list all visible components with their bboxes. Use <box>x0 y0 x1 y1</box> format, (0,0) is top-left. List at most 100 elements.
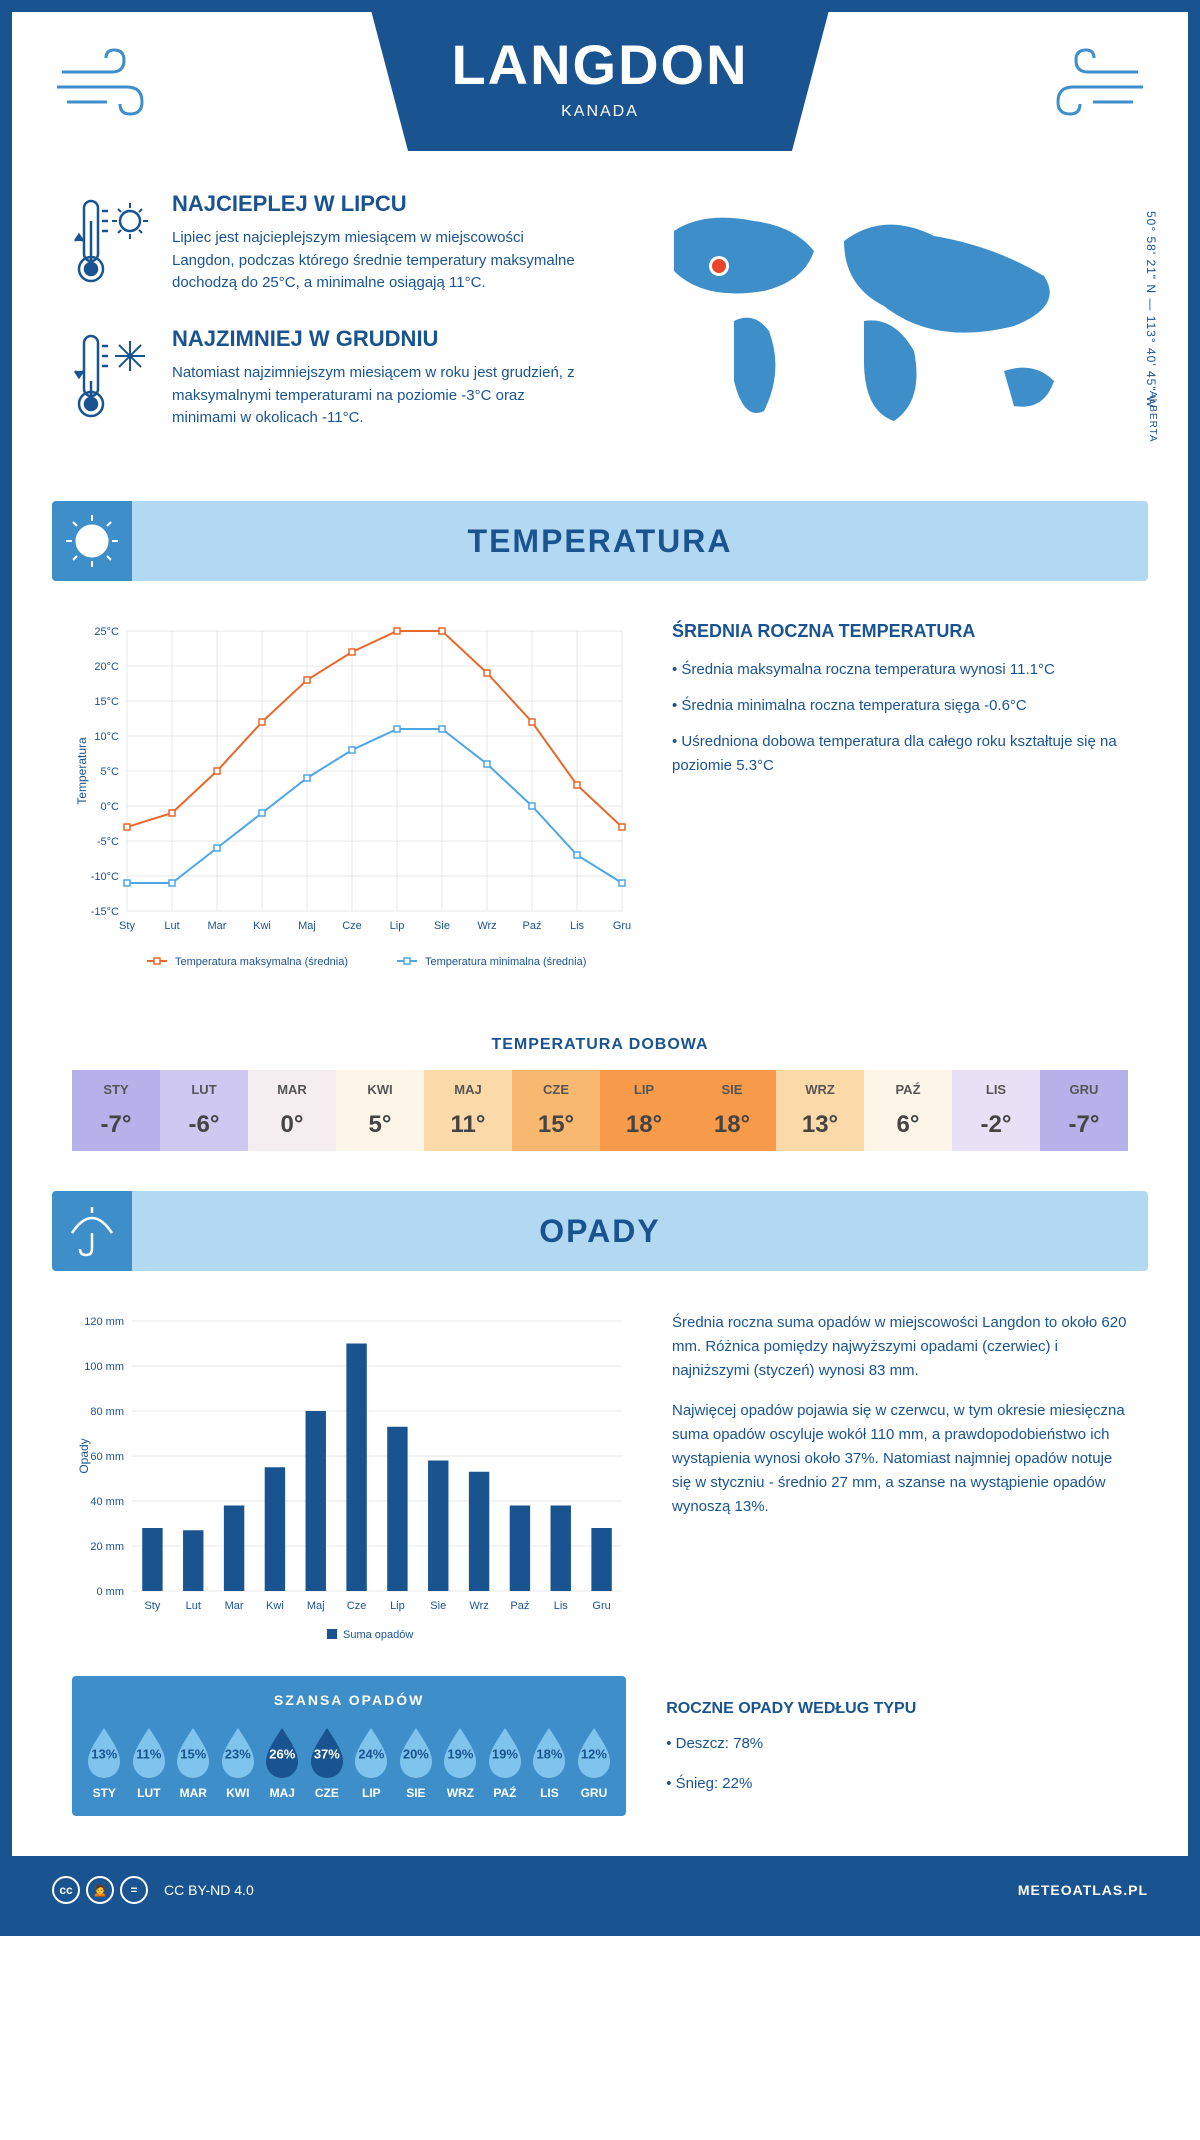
warmest-fact: NAJCIEPLEJ W LIPCU Lipiec jest najcieple… <box>72 191 580 296</box>
coldest-fact: NAJZIMNIEJ W GRUDNIU Natomiast najzimnie… <box>72 326 580 431</box>
daily-cell: LIS-2° <box>952 1070 1040 1151</box>
svg-text:Wrz: Wrz <box>469 1600 488 1612</box>
svg-text:Temperatura: Temperatura <box>75 737 89 805</box>
temperature-line-chart: -15°C-10°C-5°C0°C5°C10°C15°C20°C25°CStyL… <box>72 621 632 986</box>
thermometer-snow-icon <box>72 326 152 431</box>
svg-text:0°C: 0°C <box>101 801 120 813</box>
daily-cell: MAR0° <box>248 1070 336 1151</box>
by-icon: 🙍 <box>86 1876 114 1904</box>
svg-text:Gru: Gru <box>613 920 631 932</box>
svg-text:Sie: Sie <box>430 1600 446 1612</box>
svg-text:Lut: Lut <box>186 1600 201 1612</box>
svg-text:80 mm: 80 mm <box>90 1406 124 1418</box>
svg-text:Temperatura minimalna (średnia: Temperatura minimalna (średnia) <box>425 956 586 968</box>
daily-cell: SIE18° <box>688 1070 776 1151</box>
warmest-text: Lipiec jest najcieplejszym miesiącem w m… <box>172 227 580 295</box>
svg-text:Paź: Paź <box>510 1600 529 1612</box>
precipitation-section-header: OPADY <box>52 1191 1148 1271</box>
precipitation-content: 0 mm20 mm40 mm60 mm80 mm100 mm120 mmOpad… <box>12 1271 1188 1676</box>
avg-temp-bullet-0: • Średnia maksymalna roczna temperatura … <box>672 658 1128 682</box>
svg-text:Sty: Sty <box>144 1600 160 1612</box>
rain-chance-drop: 18%LIS <box>527 1724 572 1800</box>
daily-cell: MAJ11° <box>424 1070 512 1151</box>
svg-text:Mar: Mar <box>225 1600 244 1612</box>
license-text: CC BY-ND 4.0 <box>164 1882 254 1898</box>
world-map <box>620 191 1128 451</box>
svg-text:100 mm: 100 mm <box>84 1361 124 1373</box>
daily-cell: WRZ13° <box>776 1070 864 1151</box>
city-title: LANGDON <box>451 32 748 97</box>
svg-text:Sie: Sie <box>434 920 450 932</box>
footer: cc 🙍 = CC BY-ND 4.0 METEOATLAS.PL <box>12 1856 1188 1924</box>
svg-text:15°C: 15°C <box>94 696 119 708</box>
precip-text-2: Najwięcej opadów pojawia się w czerwcu, … <box>672 1399 1128 1519</box>
svg-text:Gru: Gru <box>592 1600 610 1612</box>
rain-chance-drop: 20%SIE <box>394 1724 439 1800</box>
nd-icon: = <box>120 1876 148 1904</box>
umbrella-icon <box>52 1191 132 1271</box>
svg-text:Cze: Cze <box>342 920 362 932</box>
daily-cell: GRU-7° <box>1040 1070 1128 1151</box>
rain-chance-drop: 15%MAR <box>171 1724 216 1800</box>
daily-cell: STY-7° <box>72 1070 160 1151</box>
svg-text:20°C: 20°C <box>94 661 119 673</box>
thermometer-sun-icon <box>72 191 152 296</box>
wind-icon-right <box>1028 42 1148 122</box>
chance-and-type-row: SZANSA OPADÓW 13%STY11%LUT15%MAR23%KWI26… <box>12 1676 1188 1856</box>
daily-cell: LUT-6° <box>160 1070 248 1151</box>
svg-text:60 mm: 60 mm <box>90 1451 124 1463</box>
temperature-heading: TEMPERATURA <box>132 523 1148 560</box>
country-subtitle: KANADA <box>451 103 748 121</box>
svg-text:40 mm: 40 mm <box>90 1496 124 1508</box>
header: LANGDON KANADA <box>12 12 1188 171</box>
svg-text:Sty: Sty <box>119 920 135 932</box>
daily-cell: PAŹ6° <box>864 1070 952 1151</box>
precip-text-1: Średnia roczna suma opadów w miejscowośc… <box>672 1311 1128 1383</box>
svg-text:Maj: Maj <box>307 1600 325 1612</box>
region-label: ALBERTA <box>1147 391 1158 443</box>
rain-chance-drop: 23%KWI <box>216 1724 261 1800</box>
daily-temp-table: STY-7°LUT-6°MAR0°KWI5°MAJ11°CZE15°LIP18°… <box>72 1070 1128 1151</box>
intro-section: NAJCIEPLEJ W LIPCU Lipiec jest najcieple… <box>12 171 1188 501</box>
wind-icon-left <box>52 42 172 122</box>
cc-icon: cc <box>52 1876 80 1904</box>
rain-chance-box: SZANSA OPADÓW 13%STY11%LUT15%MAR23%KWI26… <box>72 1676 626 1816</box>
rain-chance-drop: 26%MAJ <box>260 1724 305 1800</box>
avg-temp-title: ŚREDNIA ROCZNA TEMPERATURA <box>672 621 1128 642</box>
rain-chance-title: SZANSA OPADÓW <box>72 1692 626 1708</box>
svg-text:Lut: Lut <box>164 920 179 932</box>
svg-text:Wrz: Wrz <box>477 920 496 932</box>
rain-chance-drop: 19%WRZ <box>438 1724 483 1800</box>
svg-text:Lip: Lip <box>390 920 405 932</box>
svg-text:Cze: Cze <box>347 1600 367 1612</box>
svg-text:Lip: Lip <box>390 1600 405 1612</box>
svg-text:10°C: 10°C <box>94 731 119 743</box>
svg-text:0 mm: 0 mm <box>97 1586 125 1598</box>
svg-text:Paź: Paź <box>523 920 542 932</box>
title-block: LANGDON KANADA <box>371 12 828 151</box>
svg-text:Lis: Lis <box>554 1600 569 1612</box>
avg-temp-bullet-2: • Uśredniona dobowa temperatura dla całe… <box>672 730 1128 778</box>
svg-text:Mar: Mar <box>208 920 227 932</box>
avg-temp-bullet-1: • Średnia minimalna roczna temperatura s… <box>672 694 1128 718</box>
coordinates: 50° 58' 21" N — 113° 40' 45" W <box>1144 211 1158 408</box>
precip-type-title: ROCZNE OPADY WEDŁUG TYPU <box>666 1696 1128 1722</box>
precipitation-bar-chart: 0 mm20 mm40 mm60 mm80 mm100 mm120 mmOpad… <box>72 1311 632 1656</box>
svg-text:Opady: Opady <box>77 1438 91 1473</box>
rain-chance-drop: 11%LUT <box>127 1724 172 1800</box>
svg-text:-15°C: -15°C <box>91 906 119 918</box>
precip-type-snow: • Śnieg: 22% <box>666 1772 1128 1796</box>
coldest-title: NAJZIMNIEJ W GRUDNIU <box>172 326 580 352</box>
rain-chance-drop: 37%CZE <box>305 1724 350 1800</box>
svg-text:-10°C: -10°C <box>91 871 119 883</box>
svg-text:25°C: 25°C <box>94 626 119 638</box>
svg-text:120 mm: 120 mm <box>84 1316 124 1328</box>
warmest-title: NAJCIEPLEJ W LIPCU <box>172 191 580 217</box>
rain-chance-drop: 12%GRU <box>572 1724 617 1800</box>
daily-cell: LIP18° <box>600 1070 688 1151</box>
svg-text:Temperatura maksymalna (średni: Temperatura maksymalna (średnia) <box>175 956 348 968</box>
sun-icon <box>52 501 132 581</box>
daily-cell: KWI5° <box>336 1070 424 1151</box>
daily-temp-title: TEMPERATURA DOBOWA <box>12 1036 1188 1054</box>
footer-brand: METEOATLAS.PL <box>1018 1882 1148 1898</box>
